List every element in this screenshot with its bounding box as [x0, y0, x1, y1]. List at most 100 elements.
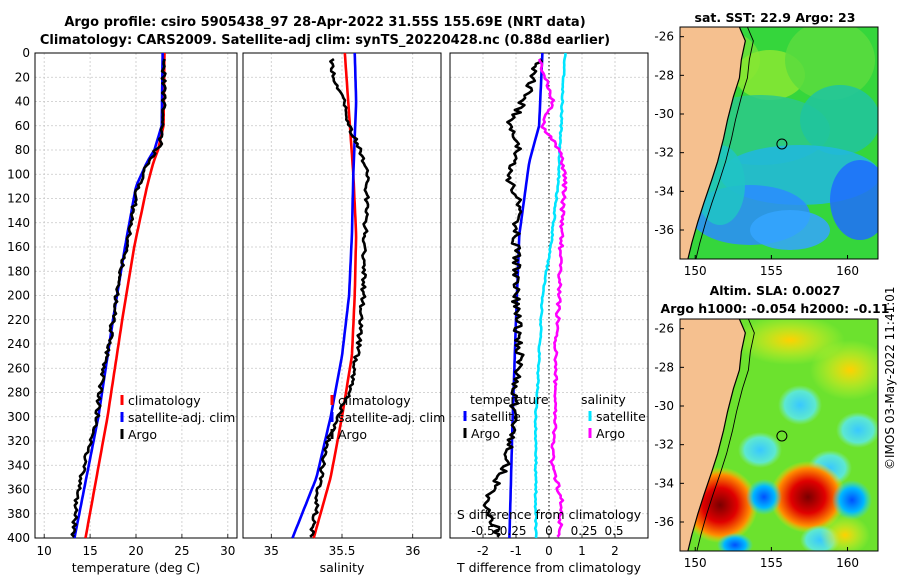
y-tick-label: 340 — [7, 458, 30, 472]
legend-label: Argo — [596, 426, 625, 441]
legend-label: climatology — [338, 393, 411, 408]
sst-field — [680, 27, 878, 259]
series-temp-argo — [482, 58, 544, 538]
x-tick-label: -2 — [477, 544, 489, 558]
sst-patch — [800, 85, 878, 155]
legend-label: satellite-adj. clim — [338, 410, 445, 425]
x-axis-label: T difference from climatology — [456, 560, 642, 575]
land — [680, 319, 746, 551]
sla-anomaly — [738, 432, 782, 468]
legend-label: satellite-adj. clim — [128, 410, 235, 425]
x-tick-label: 20 — [128, 544, 143, 558]
legend-label: Argo — [471, 426, 500, 441]
argo-profile-marker — [776, 138, 788, 150]
land — [680, 27, 746, 259]
sst-patch — [785, 27, 875, 100]
sst-map: 150 155 160 -26 -28 -30 -32 -34 -36 — [654, 26, 879, 278]
top-axis-label: S difference from climatology — [457, 507, 642, 522]
y-tick-label: 380 — [7, 507, 30, 521]
legend-label: Argo — [128, 427, 157, 442]
sla-map-subtitle: Argo h1000: -0.054 h2000: -0.11 — [660, 301, 890, 316]
y-tick-label: 280 — [7, 386, 30, 400]
isobath — [695, 27, 754, 259]
x-tick-label: 2 — [611, 544, 619, 558]
y-tick-label: -32 — [654, 146, 674, 160]
y-tick-label: 240 — [7, 337, 30, 351]
series-temp-satellite — [508, 52, 544, 539]
series-satellite-adj — [291, 52, 358, 539]
x-tick-label: 150 — [684, 556, 707, 570]
y-tick-label: 60 — [15, 119, 30, 133]
y-tick-label: -32 — [654, 438, 674, 452]
x-tick-label: 30 — [220, 544, 235, 558]
sla-map: 150 155 160 -26 -28 -30 -32 -34 -36 — [654, 318, 879, 570]
map-panels: 150 155 160 -26 -28 -30 -32 -34 -36 150 155 160 -26 -… — [654, 26, 879, 570]
coastline — [687, 319, 746, 551]
coastline — [687, 27, 746, 259]
y-tick-label: 200 — [7, 289, 30, 303]
map-frame — [679, 318, 879, 552]
x-tick-label: 10 — [37, 544, 52, 558]
y-tick-label: 40 — [15, 95, 30, 109]
series-sal-argo — [537, 58, 568, 538]
sla-anomaly — [810, 340, 878, 400]
top-x-tick-label: 0.5 — [604, 524, 623, 538]
argo-profile-marker — [776, 430, 788, 442]
sst-patch — [750, 210, 830, 250]
y-tick-label: 20 — [15, 70, 30, 84]
y-tick-label: 400 — [7, 531, 30, 545]
y-tick-label: -28 — [654, 360, 674, 374]
sla-anomaly — [832, 480, 872, 520]
x-axis-label: temperature (deg C) — [72, 560, 201, 575]
sla-field — [680, 319, 878, 551]
x-axis-label: salinity — [320, 560, 365, 575]
sla-anomaly — [717, 533, 753, 551]
x-tick-label: 35.5 — [329, 544, 356, 558]
series-sal-satellite — [533, 53, 567, 539]
y-tick-label: 260 — [7, 361, 30, 375]
sst-map-title: sat. SST: 22.9 Argo: 23 — [694, 10, 856, 25]
x-tick-label: 35 — [264, 544, 279, 558]
y-tick-label: 160 — [7, 240, 30, 254]
series-argo — [70, 58, 167, 538]
x-tick-label: 25 — [174, 544, 189, 558]
y-tick-label: -30 — [654, 107, 674, 121]
sla-anomaly — [778, 385, 822, 425]
y-tick-label: -28 — [654, 68, 674, 82]
x-tick-label: 36 — [405, 544, 420, 558]
legend-label: Argo — [338, 427, 367, 442]
sla-map-title: Altim. SLA: 0.0027 — [709, 283, 841, 298]
profile-panel-0: 10 15 20 25 30 temperature (deg C) 0 20 40 60 80 10… — [7, 46, 238, 575]
legend-title-temperature: temperature — [470, 392, 549, 407]
y-tick-label: 300 — [7, 410, 30, 424]
sla-anomaly — [836, 412, 878, 448]
sla-anomaly — [770, 461, 846, 533]
x-tick-label: 160 — [836, 264, 859, 278]
x-tick-label: 15 — [82, 544, 97, 558]
y-tick-label: -34 — [654, 184, 674, 198]
x-tick-label: 155 — [760, 264, 783, 278]
isobath — [696, 319, 755, 551]
x-tick-label: -1 — [510, 544, 522, 558]
top-x-tick-label: -0.25 — [495, 524, 526, 538]
figure-title-line2: Climatology: CARS2009. Satellite-adj cli… — [39, 33, 611, 48]
y-tick-label: 120 — [7, 192, 30, 206]
y-tick-label: 220 — [7, 313, 30, 327]
top-x-tick-label: 0.25 — [571, 524, 598, 538]
figure-title-line1: Argo profile: csiro 5905438_97 28-Apr-20… — [64, 15, 586, 30]
y-tick-label: -26 — [654, 30, 674, 44]
x-tick-label: 160 — [836, 556, 859, 570]
y-tick-label: -30 — [654, 399, 674, 413]
y-tick-label: -34 — [654, 476, 674, 490]
sst-patch — [830, 160, 878, 240]
panel-frame — [34, 52, 238, 539]
profile-panel-2: -2 -1 0 1 2 T difference from climatology S di… — [449, 52, 649, 575]
panel-frame — [242, 52, 442, 539]
x-tick-label: 1 — [578, 544, 586, 558]
map-frame — [679, 26, 879, 260]
top-x-tick-label: -0.5 — [471, 524, 494, 538]
y-tick-label: -26 — [654, 322, 674, 336]
y-tick-label: 0 — [22, 46, 30, 60]
legend-label: climatology — [128, 393, 201, 408]
